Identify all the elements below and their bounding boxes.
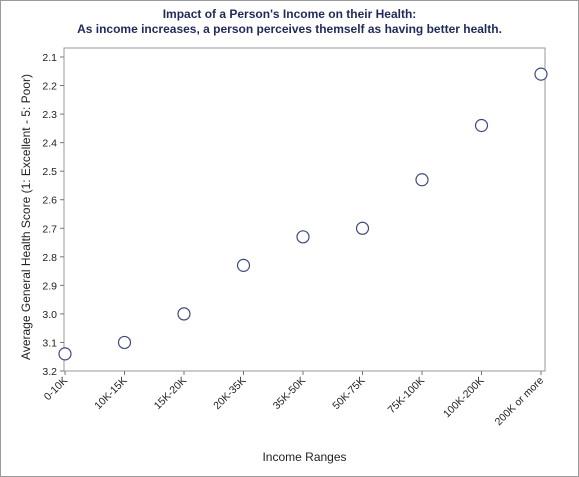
x-tick-label: 75K-100K: [386, 375, 428, 417]
chart-subtitle: As income increases, a person perceives …: [77, 22, 502, 36]
y-tick-label: 2.6: [42, 195, 57, 207]
data-point: [236, 258, 251, 272]
data-point: [534, 67, 548, 81]
y-tick-label: 2.1: [42, 52, 57, 64]
data-point: [117, 335, 132, 350]
y-tick-label: 2.5: [42, 166, 57, 178]
y-tick-label: 3.2: [42, 366, 57, 378]
x-tick-label: 35K-50K: [271, 375, 308, 412]
x-tick-label: 0-10K: [42, 375, 70, 403]
data-point: [415, 173, 429, 187]
x-tick-label: 20K-35K: [211, 375, 248, 412]
data-point: [296, 230, 310, 244]
x-tick-label: 15K-20K: [152, 375, 189, 412]
y-axis-label: Average General Health Score (1: Excelle…: [19, 74, 33, 360]
data-point: [58, 347, 72, 361]
y-tick-label: 2.4: [42, 138, 57, 150]
y-tick-label: 2.8: [42, 252, 57, 264]
y-tick-label: 2.7: [42, 223, 57, 235]
x-tick-label: 200K or more: [493, 375, 547, 429]
data-point: [355, 221, 370, 235]
x-tick-label: 10K-15K: [92, 375, 129, 412]
data-point: [177, 307, 191, 321]
y-tick-label: 2.9: [42, 280, 57, 292]
x-axis: 0-10K 10K-15K 15K-20K 20K-35K 35K-50K 50K-75K…: [42, 371, 546, 428]
x-tick-label: 50K-75K: [330, 375, 367, 412]
data-point: [474, 118, 489, 133]
y-tick-label: 2.2: [42, 81, 57, 93]
plot-area: [63, 47, 546, 372]
chart-title-block: Impact of a Person's Income on their Hea…: [0, 7, 579, 37]
data-points: [58, 67, 548, 361]
chart-title: Impact of a Person's Income on their Hea…: [162, 7, 417, 21]
y-tick-label: 3.1: [42, 337, 57, 349]
y-tick-label: 3.0: [42, 309, 57, 321]
y-axis: 2.1 2.2 2.3 2.4 2.5 2.6 2.7 2.8 2.9 3.0 3.1 3.2: [42, 52, 64, 378]
x-tick-label: 100K-200K: [441, 375, 487, 421]
y-tick-label: 2.3: [42, 109, 57, 121]
x-axis-label: Income Ranges: [262, 450, 346, 464]
